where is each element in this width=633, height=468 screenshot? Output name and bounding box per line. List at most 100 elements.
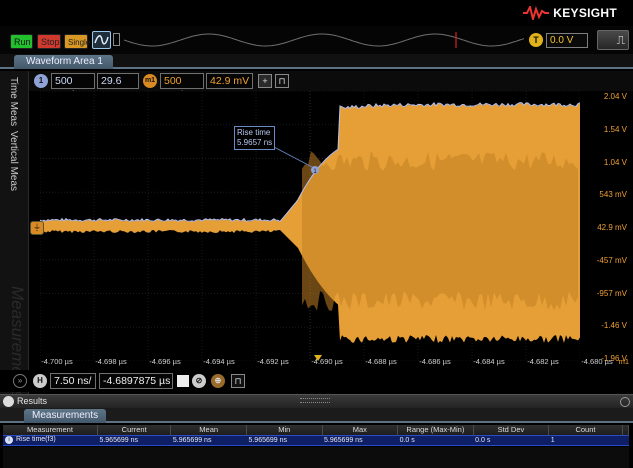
x-axis-label: -4.686 µs xyxy=(419,357,451,366)
add-channel-button[interactable]: + xyxy=(258,74,272,88)
y-axis-label: 1.54 V xyxy=(603,124,627,134)
math-badge[interactable]: m1 xyxy=(143,74,157,88)
y-axis-label: -957 mV xyxy=(596,288,627,298)
col-max[interactable]: Max xyxy=(322,425,399,435)
results-bar: Results xyxy=(0,394,633,408)
tab-time-meas[interactable]: Time Meas xyxy=(8,77,19,127)
rise-time-marker[interactable] xyxy=(311,166,319,174)
measurements-table: Measurement Current Mean Min Max Range (… xyxy=(3,425,630,446)
tab-vertical-meas[interactable]: Vertical Meas xyxy=(8,131,19,192)
horizontal-pin-button[interactable]: ⊓ xyxy=(231,374,245,388)
col-spacer xyxy=(622,425,630,435)
resize-grip[interactable] xyxy=(300,398,330,403)
y-axis-label: 42.9 mV xyxy=(597,223,627,232)
waveform-inner-band xyxy=(302,151,578,311)
x-axis-label: -4.688 µs xyxy=(365,357,397,366)
horizontal-nav-icon[interactable] xyxy=(113,33,120,46)
trigger-slope-button[interactable]: ⎍ xyxy=(597,30,629,50)
timebase-field[interactable]: 7.50 ns/ xyxy=(50,373,96,389)
measurements-tabstrip: Measurements xyxy=(0,408,633,423)
cell-spacer xyxy=(622,434,629,446)
y-axis-label: 1.04 V xyxy=(603,157,627,167)
measurement-name: Rise time(f3) xyxy=(16,436,56,443)
table-row[interactable]: i Rise time(f3) 5.965699 ns 5.965699 ns 5… xyxy=(3,434,629,446)
trigger-position-marker[interactable] xyxy=(314,355,322,361)
math-offset-field[interactable]: 42.9 mV xyxy=(206,73,253,89)
collapse-icon[interactable] xyxy=(620,397,630,407)
channel-ground-marker[interactable]: ⏚ xyxy=(30,221,44,235)
col-range[interactable]: Range (Max-Min) xyxy=(397,425,474,435)
mode-icon: ⊕ xyxy=(214,376,222,385)
marker-badge-text: 1 xyxy=(313,169,317,175)
y-axis-label: 2.04 V xyxy=(603,92,627,101)
table-header-row: Measurement Current Mean Min Max Range (… xyxy=(3,425,630,435)
x-axis-label: -4.698 µs xyxy=(95,357,127,366)
waveform-envelope xyxy=(40,101,580,223)
rise-time-value: 5.9657 ns xyxy=(237,138,273,147)
run-button[interactable]: Run xyxy=(10,34,33,49)
autoscale-button[interactable] xyxy=(92,31,111,49)
channel-offset-field[interactable]: 29.6 mV xyxy=(97,73,139,101)
pin-icon: ⊓ xyxy=(278,76,286,86)
pin-button[interactable]: ⊓ xyxy=(275,74,289,88)
trigger-level-field[interactable]: 0.0 V xyxy=(546,33,588,48)
channel-scale-field[interactable]: 500 mV/ xyxy=(51,73,95,101)
time-position-field[interactable]: -4.6897875 µs xyxy=(99,373,173,389)
side-tab-bar: Time Meas Vertical Meas Measurements xyxy=(0,71,29,398)
x-axis-label: -4.700 µs xyxy=(41,357,73,366)
gear-icon[interactable] xyxy=(3,396,14,407)
x-axis-label: -4.684 µs xyxy=(473,357,505,366)
zoom-icon: ⊘ xyxy=(195,376,203,385)
x-axis-label: -4.694 µs xyxy=(203,357,235,366)
cell-current: 5.965699 ns xyxy=(97,434,171,446)
mode-button[interactable]: ⊕ xyxy=(211,374,225,388)
table-empty-area xyxy=(3,447,629,468)
trigger-badge[interactable]: T xyxy=(529,33,543,47)
col-current[interactable]: Current xyxy=(97,425,172,435)
rise-time-label: Rise time xyxy=(237,128,271,137)
col-stddev[interactable]: Std Dev xyxy=(473,425,550,435)
x-axis-label: -4.682 µs xyxy=(527,357,559,366)
double-chevron-icon: » xyxy=(17,376,23,385)
col-mean[interactable]: Mean xyxy=(170,425,247,435)
horizontal-badge[interactable]: H xyxy=(33,374,47,388)
math-scale-field[interactable]: 500 mV/ xyxy=(160,73,204,101)
keysight-logo: KEYSIGHT xyxy=(523,6,617,20)
y-axis-label: -1.46 V xyxy=(601,321,627,331)
cell-stddev: 0.0 s xyxy=(473,434,549,446)
zoom-button[interactable]: ⊘ xyxy=(192,374,206,388)
stop-display-button[interactable] xyxy=(177,375,189,387)
control-bar: Run Stop Single T 0.0 V ⎍ xyxy=(0,26,633,54)
keysight-wave-icon xyxy=(523,6,550,20)
expand-button[interactable]: » xyxy=(13,374,27,388)
ground-icon: ⏚ xyxy=(33,223,41,232)
waveform-plot[interactable]: 1 Rise time 5.9657 ns 2.04 V 1.54 V 1.04 V… xyxy=(29,91,633,363)
waveform-grid[interactable]: 1 xyxy=(40,91,580,361)
top-bar: KEYSIGHT xyxy=(0,0,633,26)
y-axis-label: 543 mV xyxy=(599,190,627,200)
info-icon[interactable]: i xyxy=(5,436,13,444)
single-button[interactable]: Single xyxy=(64,34,90,49)
marker-leader-line xyxy=(271,145,315,169)
channel-scale-row: 1 500 mV/ 29.6 mV m1 500 mV/ 42.9 mV + ⊓ xyxy=(29,71,633,101)
horizontal-row: » H 7.50 ns/ -4.6897875 µs ⊘ ⊕ ⊓ xyxy=(0,370,633,392)
cell-count: 1 xyxy=(548,434,623,446)
trigger-overview-waveform[interactable] xyxy=(124,31,524,49)
cell-min: 5.965699 ns xyxy=(246,434,323,446)
x-axis-label: -4.696 µs xyxy=(149,357,181,366)
cell-max: 5.965699 ns xyxy=(322,434,398,446)
x-axis-label: -4.692 µs xyxy=(257,357,289,366)
autoscale-icon xyxy=(94,35,109,45)
pin-icon: ⊓ xyxy=(234,376,242,386)
rise-time-annotation[interactable]: Rise time 5.9657 ns xyxy=(234,126,276,150)
channel-1-badge[interactable]: 1 xyxy=(34,74,48,88)
stop-button[interactable]: Stop xyxy=(37,34,61,49)
results-title: Results xyxy=(17,396,48,406)
tab-measurements[interactable]: Measurements xyxy=(24,409,107,423)
tab-waveform-area-1[interactable]: Waveform Area 1 xyxy=(14,55,113,69)
x-axis-label: -4.680 µs xyxy=(581,357,613,366)
col-count[interactable]: Count xyxy=(548,425,623,435)
col-min[interactable]: Min xyxy=(246,425,323,435)
y-axis-label: -1.96 V xyxy=(601,354,627,363)
col-measurement[interactable]: Measurement xyxy=(3,425,98,435)
